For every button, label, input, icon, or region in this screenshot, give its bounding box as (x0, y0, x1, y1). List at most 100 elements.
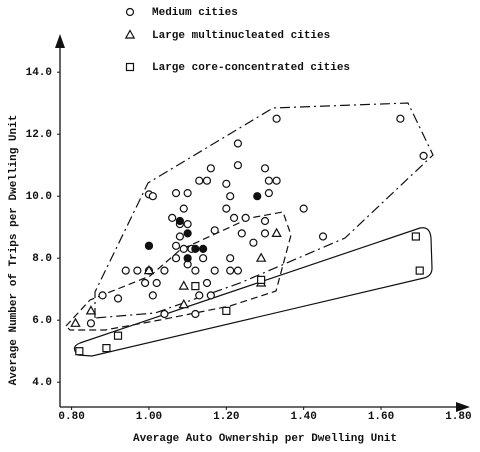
envelope-core (73, 227, 433, 357)
envelope-multinucleated (65, 211, 292, 331)
point (183, 220, 192, 229)
point (264, 189, 273, 198)
y-tick-label: 12.0 (26, 129, 52, 141)
point (226, 192, 235, 201)
x-arrow (456, 402, 470, 412)
point (175, 232, 185, 241)
point (255, 252, 267, 262)
point (318, 232, 328, 241)
point (178, 280, 189, 290)
point (140, 278, 150, 288)
point (226, 266, 235, 275)
point (133, 266, 142, 275)
x-tick-label: 1.80 (445, 411, 471, 423)
point (179, 204, 188, 213)
point (85, 305, 97, 315)
y-tick-label: 6.0 (32, 315, 52, 327)
x-axis-title: Average Auto Ownership per Dwelling Unit (133, 433, 397, 445)
point (195, 176, 204, 185)
point (222, 179, 231, 188)
y-arrow (55, 34, 65, 48)
point (226, 254, 235, 263)
point (191, 309, 200, 319)
point (152, 278, 161, 288)
legend-label: Medium cities (152, 7, 238, 19)
point (233, 161, 243, 170)
point (191, 266, 200, 275)
point (396, 114, 405, 123)
point (183, 189, 192, 198)
point (249, 238, 258, 247)
x-tick-label: 1.60 (368, 411, 394, 423)
point (171, 241, 181, 250)
point (222, 306, 231, 315)
point (411, 232, 420, 241)
point (148, 291, 157, 300)
point (210, 226, 219, 235)
point (195, 291, 204, 300)
point (206, 291, 215, 300)
point (272, 176, 281, 185)
point (199, 244, 208, 253)
x-tick-label: 1.40 (290, 411, 316, 423)
point (121, 266, 130, 275)
x-tick-label: 1.00 (136, 411, 162, 423)
point (160, 309, 169, 319)
point (233, 266, 243, 275)
point (144, 241, 154, 250)
point (210, 266, 219, 275)
point (229, 213, 239, 222)
point (175, 216, 185, 226)
legend-marker (124, 29, 136, 39)
point (143, 264, 155, 275)
point (199, 254, 208, 263)
legend-label: Large core-concentrated cities (152, 62, 350, 74)
point (183, 229, 192, 238)
point (233, 139, 243, 148)
point (183, 254, 192, 263)
point (160, 266, 169, 275)
point (171, 189, 181, 198)
legend-marker (125, 7, 135, 17)
point (206, 164, 215, 173)
y-tick-label: 14.0 (26, 67, 52, 79)
point (260, 164, 270, 173)
point (260, 216, 270, 226)
point (75, 347, 84, 356)
point (241, 213, 250, 222)
point (178, 298, 189, 309)
point (98, 291, 107, 300)
legend-marker (125, 62, 135, 72)
y-axis-title: Average Number of Trips per Dwelling Uni… (8, 115, 20, 386)
point (86, 319, 96, 328)
y-tick-label: 8.0 (32, 253, 52, 265)
point (113, 294, 123, 303)
point (70, 317, 81, 327)
x-tick-label: 0.80 (58, 411, 84, 423)
point (202, 176, 212, 185)
point (179, 244, 188, 253)
point (253, 192, 262, 201)
point (299, 204, 308, 213)
point (171, 254, 181, 263)
point (257, 275, 266, 284)
point (237, 229, 246, 238)
point (264, 176, 273, 185)
point (168, 213, 177, 222)
point (272, 114, 281, 123)
point (271, 227, 282, 237)
point (415, 266, 424, 275)
point (102, 344, 111, 353)
y-tick-label: 10.0 (26, 191, 52, 203)
point (113, 331, 123, 340)
legend-label: Large multinucleated cities (152, 30, 330, 42)
point (202, 278, 212, 288)
point (419, 151, 428, 160)
point (191, 244, 200, 253)
y-tick-label: 4.0 (32, 377, 52, 389)
point (222, 204, 231, 213)
point (191, 282, 200, 291)
point (148, 192, 157, 201)
point (260, 229, 270, 238)
